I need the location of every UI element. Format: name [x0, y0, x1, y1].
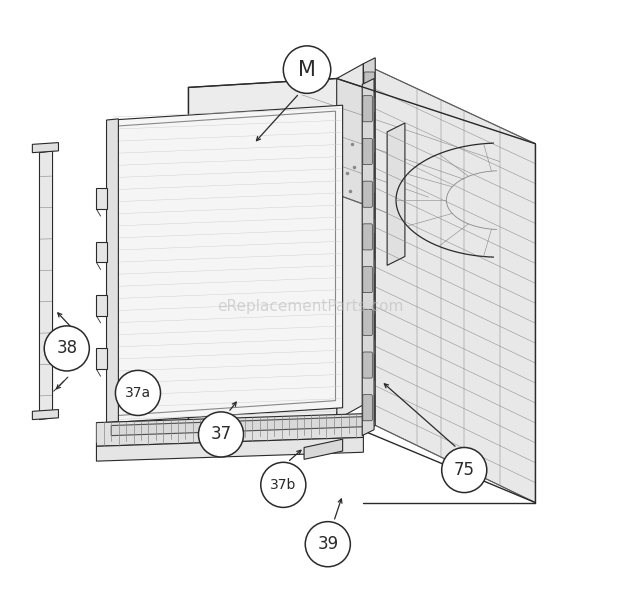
Polygon shape	[97, 437, 363, 461]
FancyBboxPatch shape	[364, 355, 374, 380]
FancyBboxPatch shape	[363, 309, 372, 336]
Text: 38: 38	[56, 340, 78, 358]
FancyBboxPatch shape	[363, 352, 372, 378]
FancyBboxPatch shape	[363, 266, 372, 293]
FancyBboxPatch shape	[363, 224, 372, 250]
Polygon shape	[363, 58, 375, 432]
Circle shape	[115, 370, 161, 415]
FancyBboxPatch shape	[363, 395, 372, 421]
Text: 37b: 37b	[270, 478, 296, 492]
FancyBboxPatch shape	[364, 395, 374, 421]
Polygon shape	[111, 105, 343, 423]
FancyBboxPatch shape	[364, 112, 374, 138]
FancyBboxPatch shape	[364, 274, 374, 300]
FancyBboxPatch shape	[364, 193, 374, 219]
Text: 75: 75	[454, 461, 475, 479]
Text: eReplacementParts.com: eReplacementParts.com	[217, 299, 403, 315]
FancyBboxPatch shape	[364, 72, 374, 98]
Polygon shape	[97, 349, 107, 369]
Circle shape	[198, 412, 244, 457]
FancyBboxPatch shape	[364, 234, 374, 259]
Polygon shape	[97, 414, 363, 446]
Text: 37: 37	[210, 426, 232, 443]
Polygon shape	[304, 439, 343, 460]
FancyBboxPatch shape	[363, 181, 372, 207]
Polygon shape	[97, 188, 107, 209]
Polygon shape	[107, 119, 118, 423]
FancyBboxPatch shape	[364, 153, 374, 179]
Text: 39: 39	[317, 535, 339, 553]
Polygon shape	[97, 241, 107, 262]
Circle shape	[44, 326, 89, 371]
Text: 37a: 37a	[125, 386, 151, 400]
Circle shape	[261, 462, 306, 507]
Text: M: M	[298, 60, 316, 80]
FancyBboxPatch shape	[364, 314, 374, 340]
Circle shape	[441, 448, 487, 492]
Polygon shape	[40, 151, 53, 420]
FancyBboxPatch shape	[363, 138, 372, 164]
Polygon shape	[32, 409, 58, 420]
Polygon shape	[362, 79, 374, 436]
Polygon shape	[111, 417, 363, 436]
Polygon shape	[363, 64, 536, 502]
Polygon shape	[97, 295, 107, 316]
FancyBboxPatch shape	[363, 96, 372, 122]
Polygon shape	[197, 79, 536, 215]
Polygon shape	[387, 123, 405, 265]
Polygon shape	[32, 142, 58, 153]
Circle shape	[283, 46, 330, 94]
Circle shape	[305, 522, 350, 567]
Polygon shape	[118, 111, 335, 415]
Polygon shape	[188, 79, 337, 429]
Polygon shape	[337, 64, 363, 420]
